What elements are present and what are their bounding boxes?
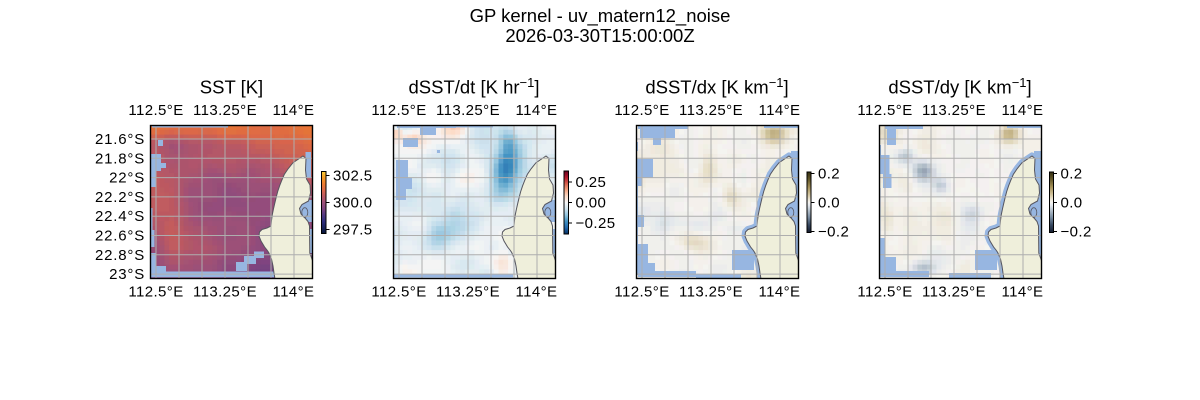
svg-text:112.5°E: 112.5°E [857, 102, 912, 119]
svg-text:0.2: 0.2 [1061, 166, 1083, 183]
svg-text:114°E: 114°E [759, 102, 801, 119]
svg-text:114°E: 114°E [1002, 102, 1044, 119]
svg-text:300.0: 300.0 [333, 195, 373, 212]
svg-text:dSST/dx [K km−1]: dSST/dx [K km−1] [645, 75, 788, 98]
svg-text:302.5: 302.5 [333, 168, 373, 185]
svg-text:112.5°E: 112.5°E [371, 102, 426, 119]
svg-text:112.5°E: 112.5°E [128, 284, 183, 301]
svg-text:−0.2: −0.2 [818, 224, 849, 241]
svg-text:113.25°E: 113.25°E [193, 102, 257, 119]
svg-text:dSST/dy [K km−1]: dSST/dy [K km−1] [888, 75, 1031, 98]
svg-text:113.25°E: 113.25°E [193, 284, 257, 301]
svg-text:22.2°S: 22.2°S [95, 189, 145, 206]
svg-text:113.25°E: 113.25°E [436, 284, 500, 301]
svg-text:114°E: 114°E [516, 284, 558, 301]
svg-text:112.5°E: 112.5°E [371, 284, 426, 301]
svg-text:0.00: 0.00 [576, 195, 607, 212]
svg-text:114°E: 114°E [273, 284, 315, 301]
svg-text:113.25°E: 113.25°E [679, 102, 743, 119]
svg-text:113.25°E: 113.25°E [922, 102, 986, 119]
svg-text:114°E: 114°E [759, 284, 801, 301]
svg-text:0.2: 0.2 [818, 166, 840, 183]
svg-text:21.6°S: 21.6°S [95, 131, 145, 148]
svg-text:23°S: 23°S [109, 266, 145, 283]
svg-text:114°E: 114°E [273, 102, 315, 119]
svg-text:22.6°S: 22.6°S [95, 228, 145, 245]
svg-text:22.8°S: 22.8°S [95, 247, 145, 264]
svg-text:114°E: 114°E [516, 102, 558, 119]
svg-text:22°S: 22°S [109, 170, 145, 187]
svg-text:112.5°E: 112.5°E [614, 102, 669, 119]
svg-text:113.25°E: 113.25°E [922, 284, 986, 301]
svg-text:−0.2: −0.2 [1061, 224, 1092, 241]
svg-text:SST [K]: SST [K] [200, 77, 263, 98]
svg-text:0.25: 0.25 [576, 174, 607, 191]
svg-text:297.5: 297.5 [333, 222, 373, 239]
svg-text:113.25°E: 113.25°E [679, 284, 743, 301]
svg-text:0.0: 0.0 [818, 195, 840, 212]
svg-text:GP kernel - uv_matern12_noise: GP kernel - uv_matern12_noise [470, 5, 731, 27]
svg-text:0.0: 0.0 [1061, 195, 1083, 212]
svg-text:114°E: 114°E [1002, 284, 1044, 301]
svg-text:112.5°E: 112.5°E [857, 284, 912, 301]
svg-text:dSST/dt [K hr−1]: dSST/dt [K hr−1] [408, 75, 539, 98]
svg-text:112.5°E: 112.5°E [614, 284, 669, 301]
svg-text:112.5°E: 112.5°E [128, 102, 183, 119]
svg-text:−0.25: −0.25 [576, 215, 616, 232]
svg-text:2026-03-30T15:00:00Z: 2026-03-30T15:00:00Z [505, 25, 694, 46]
svg-text:21.8°S: 21.8°S [95, 150, 145, 167]
svg-text:113.25°E: 113.25°E [436, 102, 500, 119]
svg-text:22.4°S: 22.4°S [95, 208, 145, 225]
